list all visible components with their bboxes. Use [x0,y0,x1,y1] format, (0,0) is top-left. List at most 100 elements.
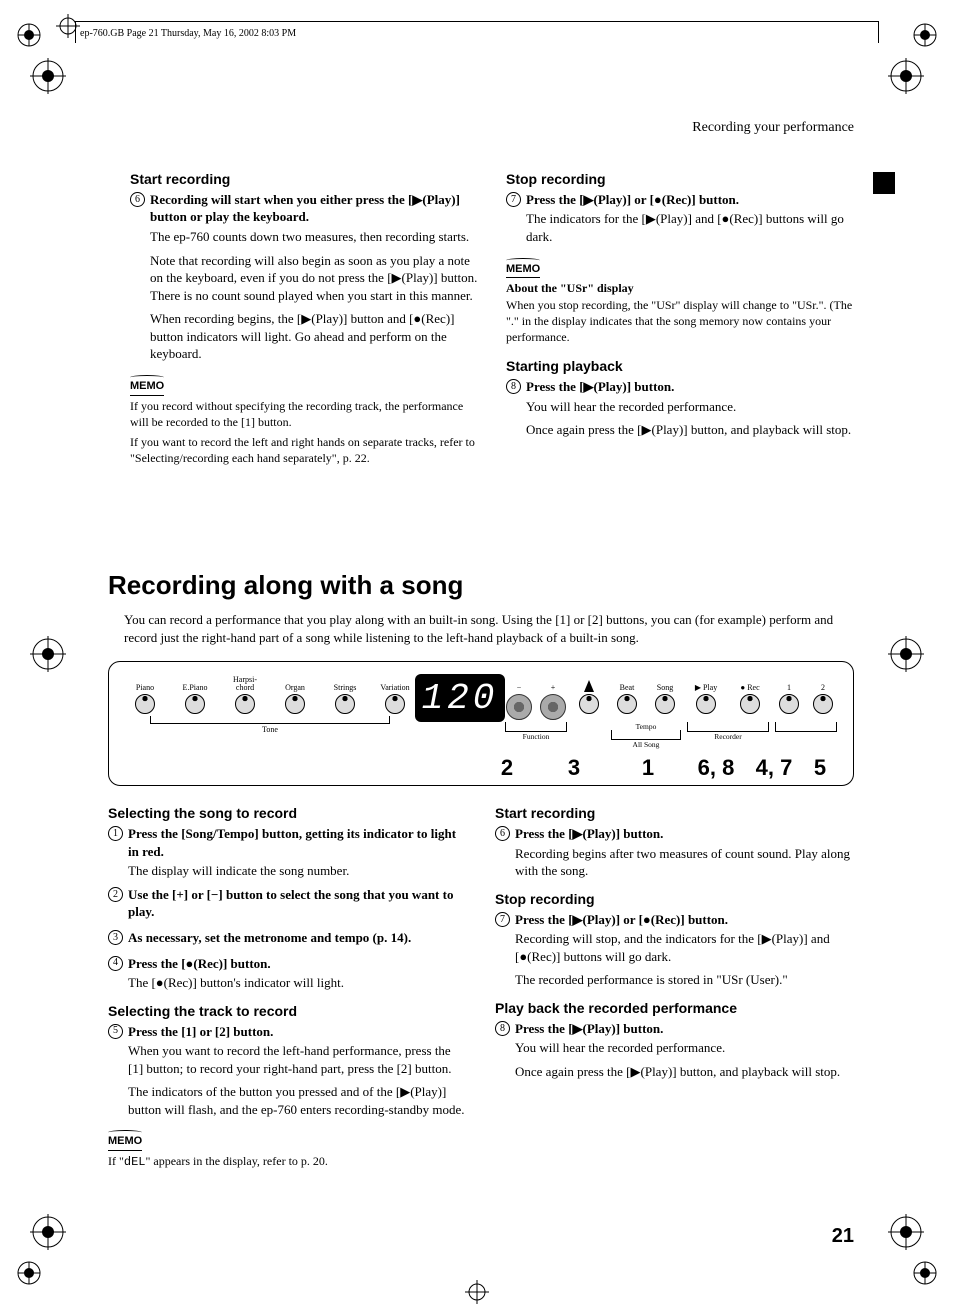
col-left-upper: Start recording 6 Recording will start wh… [130,170,478,466]
rosette-br [912,1260,938,1286]
s2-step1: Press the [Song/Tempo] button, getting i… [128,825,467,860]
s2r-step7-b1: Recording will stop, and the indicators … [515,930,854,965]
s2-step2-num: 2 [108,887,123,902]
col-right-upper: Stop recording 7 Press the [▶(Play)] or [… [506,170,854,466]
tone-strings: Strings [334,674,357,692]
reg-right-bot [888,1214,924,1250]
knob-play [696,694,716,714]
s2r-step8-b2: Once again press the [▶(Play)] button, a… [515,1063,854,1081]
knob-1 [779,694,799,714]
s2r-step7: Press the [▶(Play)] or [●(Rec)] button. [515,911,728,929]
memo-r-h: About the "USr" display [506,280,854,296]
callout-2: 2 [475,755,539,781]
s2-step5-b1: When you want to record the left-hand pe… [128,1042,467,1077]
manual-page: ep-760.GB Page 21 Thursday, May 16, 2002… [0,0,954,1308]
s2r-step6-num: 6 [495,826,510,841]
step7-bold: Press the [▶(Play)] or [●(Rec)] button. [526,191,739,209]
step8-b1: You will hear the recorded performance. [526,398,854,416]
callout-68: 6, 8 [687,755,745,781]
callout-5: 5 [803,755,837,781]
s2-step1-b: The display will indicate the song numbe… [128,862,467,880]
s2r-step7-b2: The recorded performance is stored in "U… [515,971,854,989]
knob-piano [135,694,155,714]
h-selecting-track: Selecting the track to record [108,1002,467,1021]
knob-beat [617,694,637,714]
memo-icon-r: MEMO [506,262,540,279]
minus-label: − [517,674,522,692]
reg-right-top [888,58,924,94]
crop-bot-mid [465,1280,489,1304]
recorder-label: Recorder [687,732,769,741]
tone-piano: Piano [136,674,154,692]
tone-epiano: E.Piano [182,674,207,692]
reg-left-top [30,58,66,94]
s2-step5-b2: The indicators of the button you pressed… [128,1083,467,1118]
memo1-b1: If you record without specifying the rec… [130,398,478,430]
rec-label: ● Rec [740,674,759,692]
step6-body3: When recording begins, the [▶(Play)] but… [150,310,478,363]
memo2-b: If "dEL" appears in the display, refer t… [108,1153,467,1170]
thumb-tab [873,172,895,194]
reg-right-mid [888,636,924,672]
control-panel: Piano E.Piano Harpsi- chord Organ String… [108,661,854,786]
s2-step5: Press the [1] or [2] button. [128,1023,273,1041]
knob-epiano [185,694,205,714]
knob-rec [740,694,760,714]
reg-left-mid [30,636,66,672]
rosette-tl [16,22,42,48]
panel-callout-numbers: 2 3 1 6, 8 4, 7 5 [125,755,837,781]
step8-b2: Once again press the [▶(Play)] button, a… [526,421,854,439]
tone-harpsi: Harpsi- chord [233,674,257,692]
s2-step4-b: The [●(Rec)] button's indicator will lig… [128,974,467,992]
s2-step1-num: 1 [108,826,123,841]
memo1-b2: If you want to record the left and right… [130,434,478,466]
tone-buttons: Piano E.Piano Harpsi- chord Organ String… [125,674,415,714]
knob-2 [813,694,833,714]
step6-bold: Recording will start when you either pre… [150,191,478,226]
knob-strings [335,694,355,714]
tempo-display: 120 [415,674,505,722]
s2-step2: Use the [+] or [−] button to select the … [128,886,467,921]
h-starting-playback: Starting playback [506,357,854,376]
s2-step3-num: 3 [108,930,123,945]
reg-left-bot [30,1214,66,1250]
track1-label: 1 [787,674,791,692]
step-7: 7 [506,192,521,207]
function-label: Function [505,732,567,741]
memo-icon-2: MEMO [108,1134,142,1151]
memo-icon: MEMO [130,379,164,396]
col-right-lower: Start recording 6 Press the [▶(Play)] but… [495,804,854,1170]
rosette-tr [912,22,938,48]
s2r-step8-num: 8 [495,1021,510,1036]
callout-3: 3 [539,755,609,781]
track2-label: 2 [821,674,825,692]
step-num-6: 6 [130,192,145,207]
knob-metronome [579,694,599,714]
h-stop-recording: Stop recording [506,170,854,189]
step-8: 8 [506,379,521,394]
s2r-step8: Press the [▶(Play)] button. [515,1020,663,1038]
plus-btn [540,694,566,720]
s2r-step6: Press the [▶(Play)] button. [515,825,663,843]
beat-label: Beat [620,674,635,692]
minus-btn [506,694,532,720]
s2-step4: Press the [●(Rec)] button. [128,955,271,973]
col-left-lower: Selecting the song to record 1Press the … [108,804,467,1170]
s2-step3: As necessary, set the metronome and temp… [128,929,411,947]
step7-b1: The indicators for the [▶(Play)] and [●(… [526,210,854,245]
tone-organ: Organ [285,674,305,692]
tone-variation: Variation [380,674,409,692]
memo-r-b: When you stop recording, the "USr" displ… [506,297,854,346]
display-value: 120 [422,678,499,719]
h-start-recording: Start recording [130,170,478,189]
knob-variation [385,694,405,714]
metronome-icon [584,680,594,692]
plus-label: + [551,674,556,692]
rosette-bl [16,1260,42,1286]
intro-text: You can record a performance that you pl… [124,611,854,647]
callout-1: 1 [609,755,687,781]
s2r-step8-b1: You will hear the recorded performance. [515,1039,854,1057]
tone-group-label: Tone [150,725,390,734]
h-start-rec-2: Start recording [495,804,854,823]
s2-step4-num: 4 [108,956,123,971]
